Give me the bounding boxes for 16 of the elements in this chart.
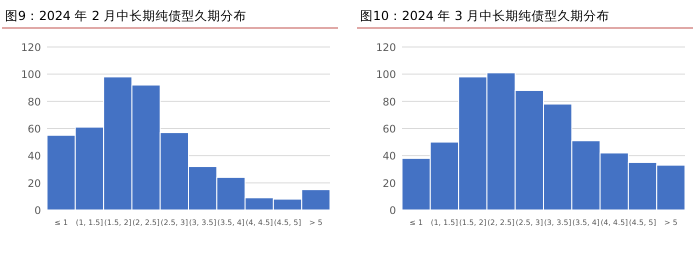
y-tick-label: 0	[389, 205, 396, 217]
chart-title: 图9：2024 年 2 月中长期纯债型久期分布	[5, 8, 247, 23]
y-tick-label: 60	[28, 124, 41, 136]
y-tick-label: 100	[20, 69, 41, 82]
y-tick-label: 80	[28, 96, 41, 108]
y-tick-label: 100	[376, 69, 396, 82]
y-tick-label: 80	[382, 96, 396, 108]
y-tick-label: 120	[376, 42, 396, 54]
y-tick-label: 20	[382, 178, 396, 190]
chart-title: 图10：2024 年 3 月中长期纯债型久期分布	[360, 8, 610, 23]
y-tick-label: 40	[382, 150, 396, 163]
y-tick-label: 60	[382, 124, 396, 136]
y-tick-label: 120	[20, 42, 41, 54]
y-tick-label: 0	[34, 205, 41, 217]
y-tick-label: 40	[28, 150, 41, 163]
y-tick-label: 20	[28, 178, 41, 190]
